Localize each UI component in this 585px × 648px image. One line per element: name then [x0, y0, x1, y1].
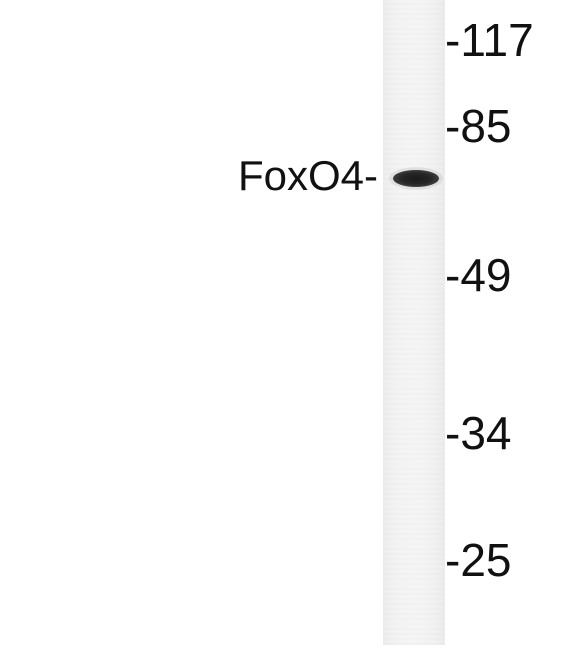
lane-texture	[383, 0, 445, 645]
marker-34: -34	[445, 407, 512, 459]
marker-49: -49	[445, 249, 512, 301]
marker-25: -25	[445, 534, 512, 586]
marker-117: -117	[445, 14, 534, 66]
foxo4-band	[393, 170, 439, 187]
band-label: FoxO4-	[237, 152, 378, 199]
sample-lane	[383, 0, 445, 645]
marker-85: -85	[445, 100, 512, 152]
